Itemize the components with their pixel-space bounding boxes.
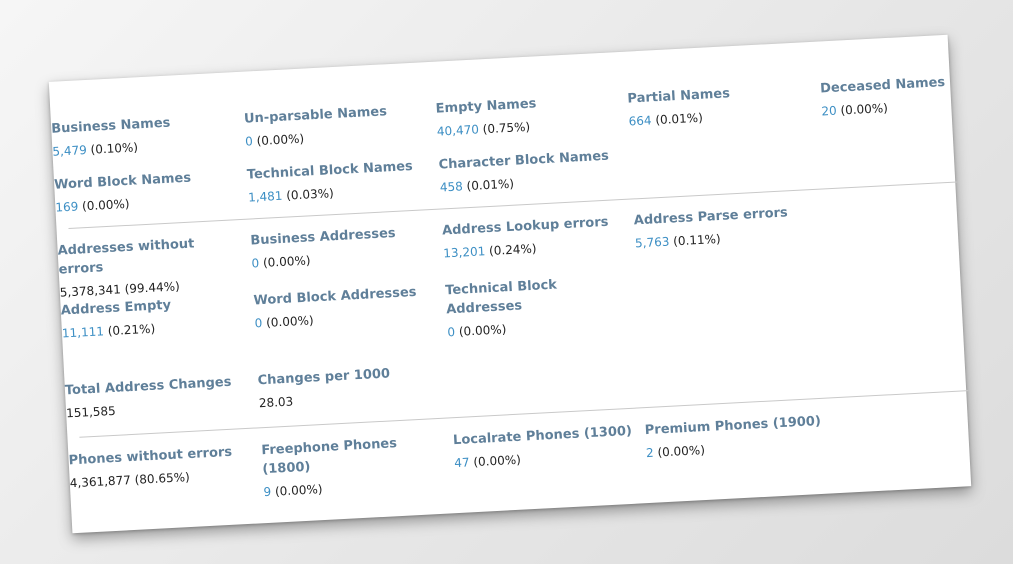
metric-value: 4,361,877 (80.65%) xyxy=(69,465,250,493)
metric-value: 40,470 (0.75%) xyxy=(436,113,617,141)
metric-count-link[interactable]: 47 xyxy=(453,455,470,471)
metric-count-link[interactable]: 169 xyxy=(55,199,79,215)
names-section: Business Names 5,479 (0.10%) Un-parsable… xyxy=(51,73,950,215)
metric-value: 169 (0.00%) xyxy=(55,189,236,217)
metric-technical-block-addresses: Technical Block Addresses 0 (0.00%) xyxy=(445,275,578,343)
metric-value: 9 (0.00%) xyxy=(263,476,404,502)
metric-value: 0 (0.00%) xyxy=(251,245,432,273)
metric-total-address-changes: Total Address Changes 151,585 xyxy=(64,372,246,423)
metric-percentage: (0.00%) xyxy=(840,100,889,118)
metric-value: 13,201 (0.24%) xyxy=(443,235,624,263)
metric-value: 20 (0.00%) xyxy=(821,93,1002,121)
metric-count-link[interactable]: 0 xyxy=(244,134,254,149)
metric-percentage: (0.00%) xyxy=(256,131,305,149)
metric-word-block-names: Word Block Names 169 (0.00%) xyxy=(54,166,236,217)
metric-value: 0 (0.00%) xyxy=(254,305,435,333)
metric-business-addresses: Business Addresses 0 (0.00%) xyxy=(250,222,432,273)
address-changes-section: Total Address Changes 151,585 Changes pe… xyxy=(64,334,963,420)
metric-percentage: (0.00%) xyxy=(81,196,130,214)
metric-count: 5,378,341 xyxy=(59,282,122,300)
metric-partial-names: Partial Names 664 (0.01%) xyxy=(627,80,809,131)
metric-value: 1,481 (0.03%) xyxy=(248,179,429,207)
metric-count-link[interactable]: 0 xyxy=(447,324,456,340)
metric-unparsable-names: Un-parsable Names 0 (0.00%) xyxy=(244,100,426,151)
metric-value: 458 (0.01%) xyxy=(439,169,620,197)
metric-percentage: (0.01%) xyxy=(466,176,515,194)
metric-count-link[interactable]: 40,470 xyxy=(436,122,480,139)
metric-count-link[interactable]: 0 xyxy=(254,316,263,331)
metric-value: 2 (0.00%) xyxy=(646,435,827,463)
metric-word-block-addresses: Word Block Addresses 0 (0.00%) xyxy=(253,282,435,333)
metric-percentage: (0.00%) xyxy=(473,452,522,470)
metric-value: 5,479 (0.10%) xyxy=(52,133,233,161)
metric-percentage: (99.44%) xyxy=(124,279,181,297)
metric-percentage: (0.11%) xyxy=(672,231,721,249)
metric-value: 28.03 xyxy=(258,394,294,411)
metric-percentage: (0.10%) xyxy=(90,140,139,157)
metric-percentage: (0.00%) xyxy=(274,482,323,499)
metric-value: 0 (0.00%) xyxy=(447,317,578,343)
metric-address-parse-errors: Address Parse errors 5,763 (0.11%) xyxy=(633,202,815,253)
metric-percentage: (0.24%) xyxy=(488,241,537,259)
metric-count-link[interactable]: 13,201 xyxy=(442,244,486,261)
metric-address-empty: Address Empty 11,111 (0.21%) xyxy=(60,292,242,343)
metric-percentage: (0.00%) xyxy=(265,313,314,330)
metric-premium-phones: Premium Phones (1900) 2 (0.00%) xyxy=(644,412,826,463)
metric-count-link[interactable]: 2 xyxy=(645,445,655,461)
metric-value: 5,763 (0.11%) xyxy=(635,225,816,253)
metric-percentage: (0.03%) xyxy=(285,186,335,203)
metric-count-link[interactable]: 9 xyxy=(263,484,272,500)
metric-percentage: (0.21%) xyxy=(107,321,156,339)
metric-address-lookup-errors: Address Lookup errors 13,201 (0.24%) xyxy=(442,212,624,263)
metric-count-link[interactable]: 5,479 xyxy=(52,142,88,159)
metric-percentage: (0.00%) xyxy=(458,322,507,339)
metric-value: 664 (0.01%) xyxy=(628,103,809,131)
metric-addresses-without-errors: Addresses without errors 5,378,341 (99.4… xyxy=(57,232,240,302)
metric-value: 11,111 (0.21%) xyxy=(62,315,243,343)
metric-count-link[interactable]: 5,763 xyxy=(634,234,670,251)
metric-value: 47 (0.00%) xyxy=(454,445,635,473)
metric-label: Addresses without errors xyxy=(57,236,195,278)
metric-freephone-phones: Freephone Phones (1800) 9 (0.00%) xyxy=(261,434,404,502)
metric-label: Freephone Phones (1800) xyxy=(260,436,398,478)
metric-percentage: (0.01%) xyxy=(654,110,704,128)
metric-percentage: (0.00%) xyxy=(262,253,311,270)
metric-count-link[interactable]: 0 xyxy=(251,256,260,271)
metric-label: Technical Block Addresses xyxy=(444,277,558,318)
metric-value: 0 (0.00%) xyxy=(245,123,426,151)
metric-count-link[interactable]: 1,481 xyxy=(247,188,283,205)
metric-business-names: Business Names 5,479 (0.10%) xyxy=(51,110,233,161)
metric-count-link[interactable]: 664 xyxy=(628,113,652,129)
metric-value: 151,585 xyxy=(65,403,117,421)
data-quality-summary-card: Business Names 5,479 (0.10%) Un-parsable… xyxy=(48,34,972,534)
metric-count: 4,361,877 xyxy=(69,473,132,491)
metric-character-block-names: Character Block Names 458 (0.01%) xyxy=(438,146,620,197)
metric-deceased-names: Deceased Names 20 (0.00%) xyxy=(820,70,1002,121)
metric-phones-without-errors: Phones without errors 4,361,877 (80.65%) xyxy=(68,442,250,493)
metric-technical-block-names: Technical Block Names 1,481 (0.03%) xyxy=(246,156,428,207)
metric-percentage: (0.75%) xyxy=(482,119,531,137)
metric-count-link[interactable]: 458 xyxy=(439,179,464,195)
metric-localrate-phones: Localrate Phones (1300) 47 (0.00%) xyxy=(453,422,635,473)
metric-percentage: (80.65%) xyxy=(134,470,191,487)
metric-changes-per-1000: Changes per 1000 28.03 xyxy=(257,362,439,413)
metric-percentage: (0.00%) xyxy=(657,443,706,460)
metric-count-link[interactable]: 20 xyxy=(821,103,838,119)
metric-empty-names: Empty Names 40,470 (0.75%) xyxy=(435,90,617,141)
metric-count-link[interactable]: 11,111 xyxy=(61,324,105,341)
